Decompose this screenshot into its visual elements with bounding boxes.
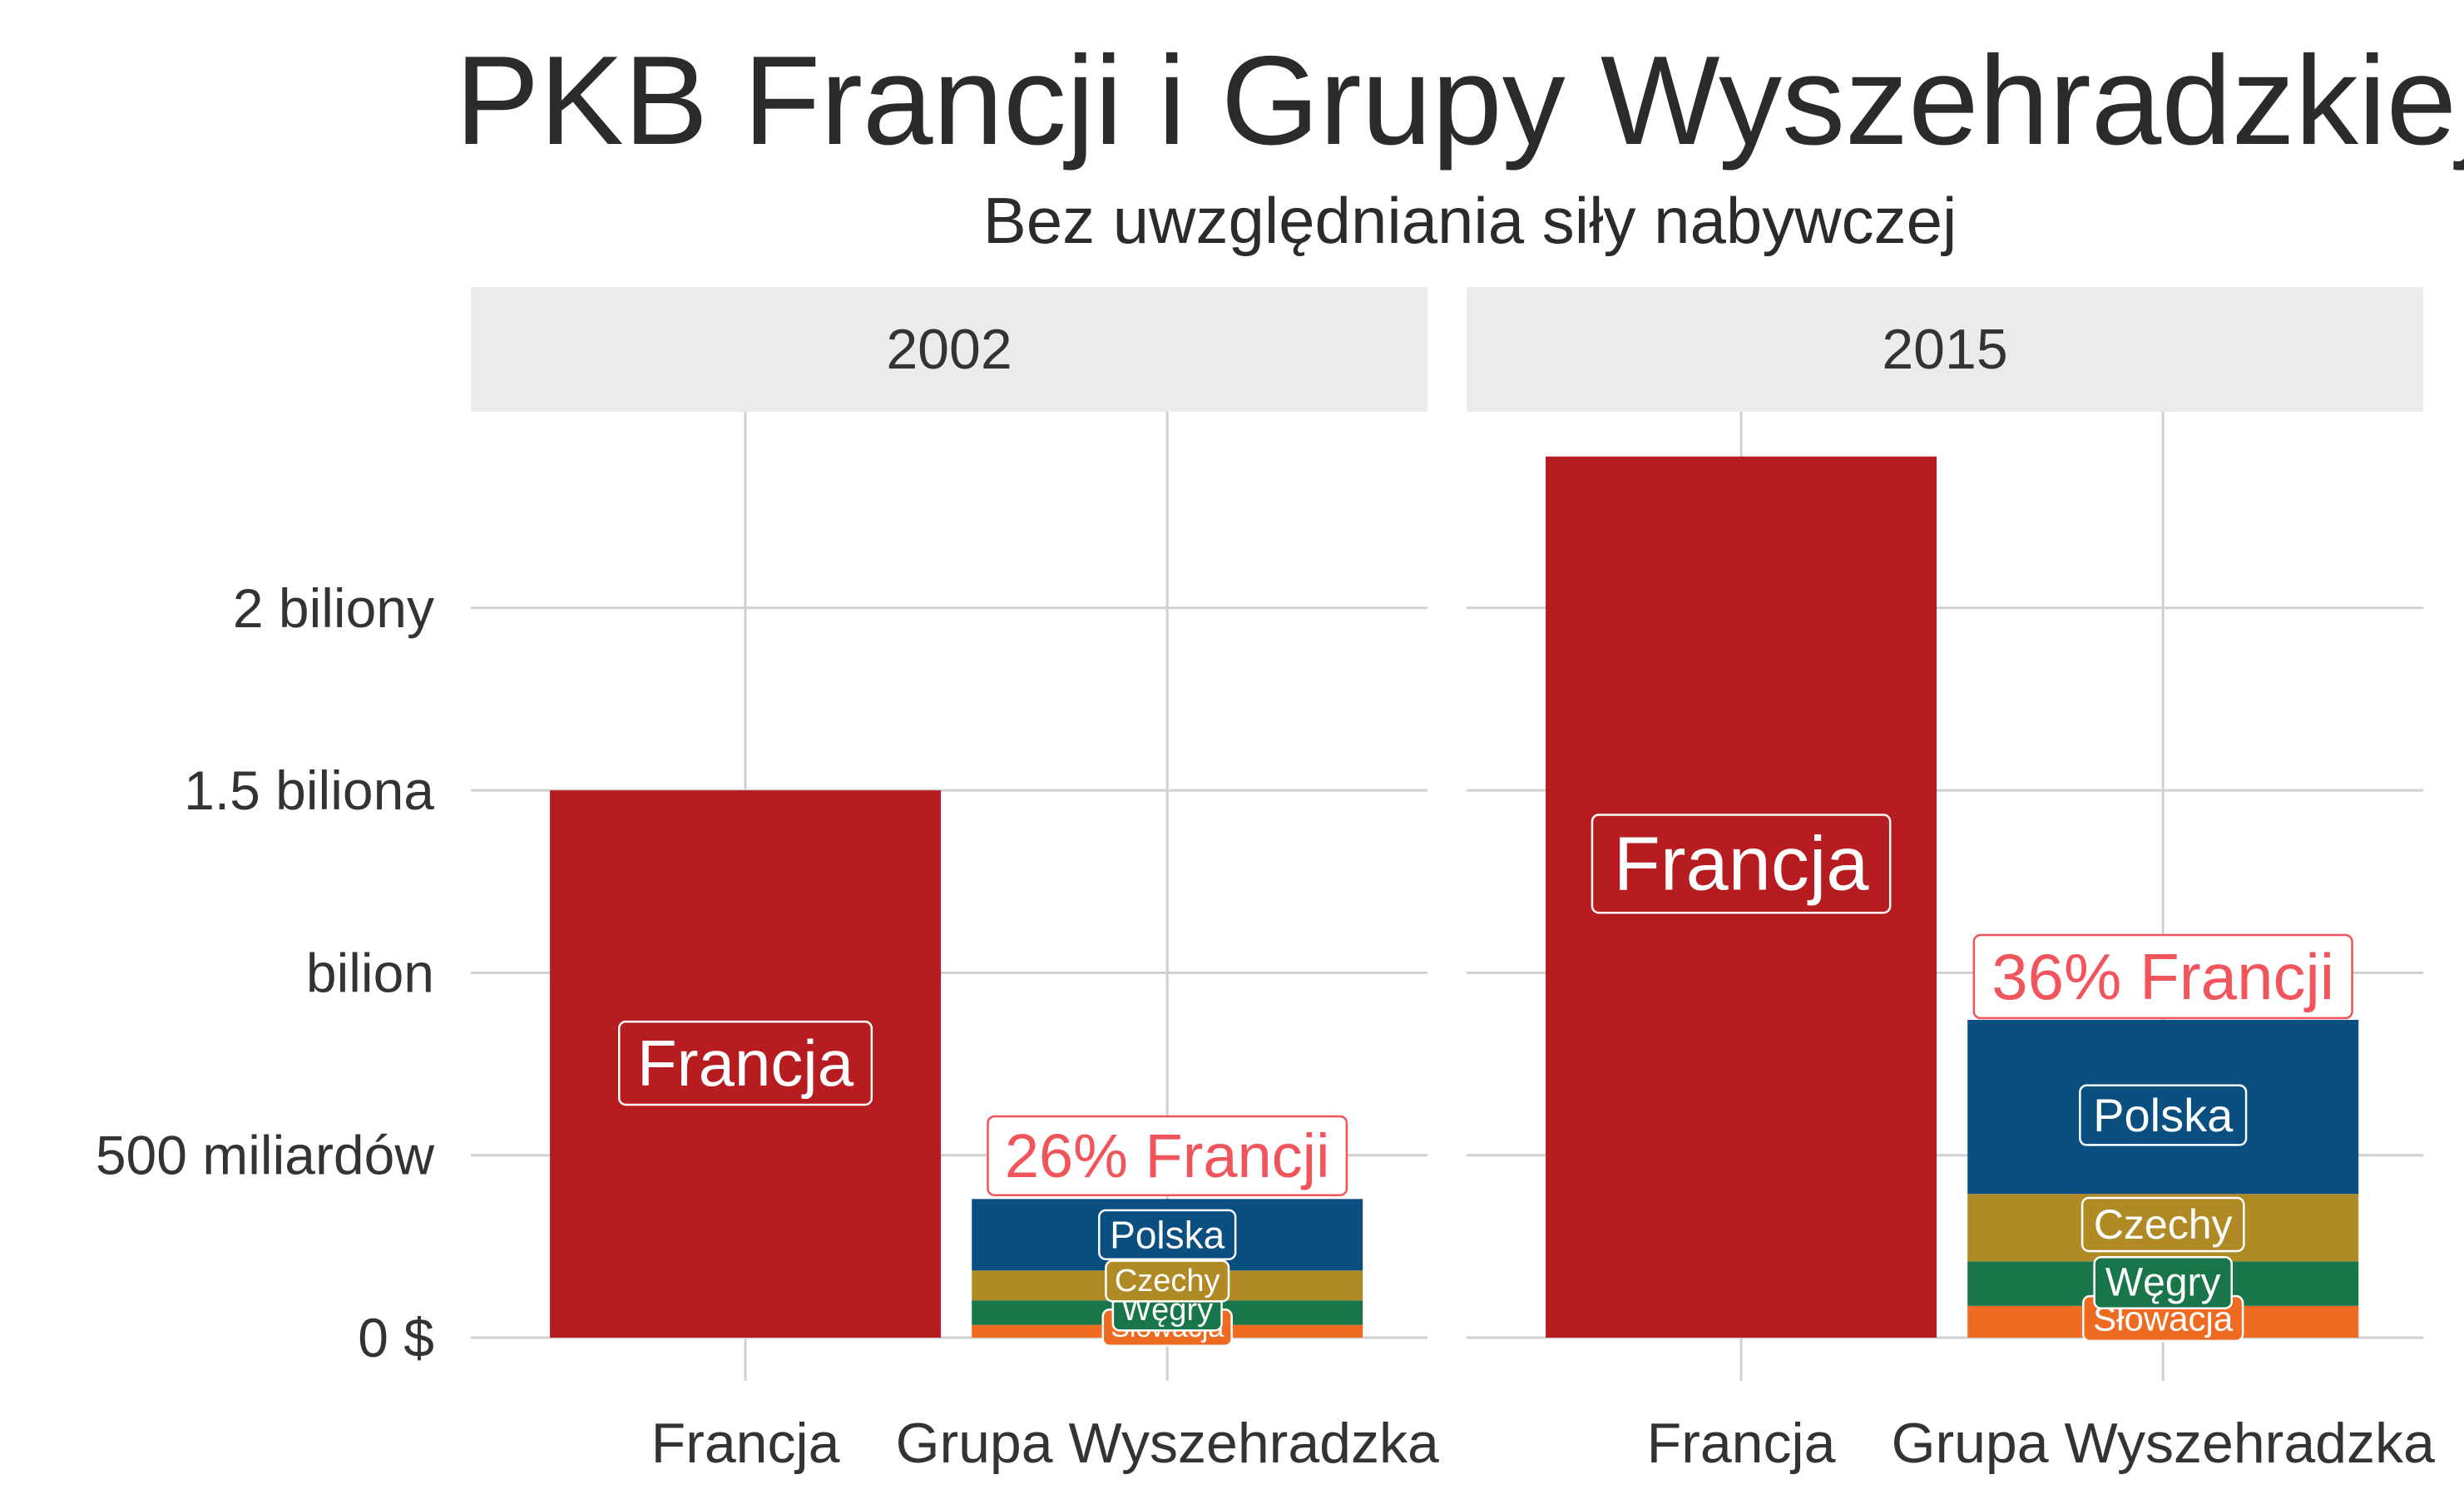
bar-polska-label-box [1098,1209,1237,1261]
share-label-text: 26% Francji [1005,1121,1330,1190]
facet-strip-label: 2002 [886,318,1012,381]
bar-polska-label: Polska [2079,1084,2248,1146]
bar-francja-label: Francja [617,1020,873,1106]
share-label-box [1972,933,2353,1020]
bar-węgry-label-text: Węgry [2105,1261,2221,1305]
x-tick-label: Francja [1647,1412,1836,1475]
bar-czechy-label-box [1105,1259,1230,1303]
bar-czechy-label: Czechy [2081,1196,2245,1253]
x-tick-label: Grupa Wyszehradzka [1892,1412,2435,1475]
share-label-text: 36% Francji [1991,940,2334,1013]
y-tick-label: 0 $ [358,1307,434,1368]
share-label: 36% Francji [1972,933,2353,1020]
plot-area: 0 $ 500 miliardów bilion 1.5 biliona 2 bilio… [96,287,2435,1475]
bar-czechy-label-text: Czechy [2094,1201,2233,1248]
bar-czechy-label-text: Czechy [1115,1264,1220,1299]
facet-strip [1467,287,2423,412]
bar-francja-label-text: Francja [1614,821,1870,906]
bar-polska-label-box [2079,1084,2248,1146]
share-label-box [987,1115,1348,1196]
bar-czechy-label-box [2081,1196,2245,1253]
bar-polska-label: Polska [1098,1209,1237,1261]
bar-segment-francja [550,790,942,1338]
chart-subtitle: Bez uwzględniania siły nabywczej [983,184,1957,257]
facet-strip-label: 2015 [1882,318,2007,381]
y-tick-label: bilion [306,942,434,1003]
y-tick-label: 2 biliony [233,577,434,639]
y-tick-label: 1.5 biliona [184,759,434,821]
bar-francja-label: Francja [1591,814,1892,914]
chart-title: PKB Francji i Grupy Wyszehradzkiej [455,30,2464,171]
y-tick-label: 500 miliardów [96,1125,435,1186]
bar-francja-label-box [617,1020,873,1106]
bar-węgry-label: Węgry [2093,1256,2233,1309]
bar-polska-label-text: Polska [2093,1089,2234,1141]
bar-segment-francja [1546,456,1937,1338]
x-tick-label: Francja [651,1412,840,1475]
share-label: 26% Francji [987,1115,1348,1196]
bar-francja-label-text: Francja [637,1027,854,1100]
bar-francja-label-box [1591,814,1892,914]
bar-czechy-label: Czechy [1105,1259,1230,1303]
bar-węgry-label-box [2093,1256,2233,1309]
facet-strip [471,287,1427,412]
bar-polska-label-text: Polska [1110,1213,1225,1256]
x-tick-label: Grupa Wyszehradzka [896,1412,1439,1475]
